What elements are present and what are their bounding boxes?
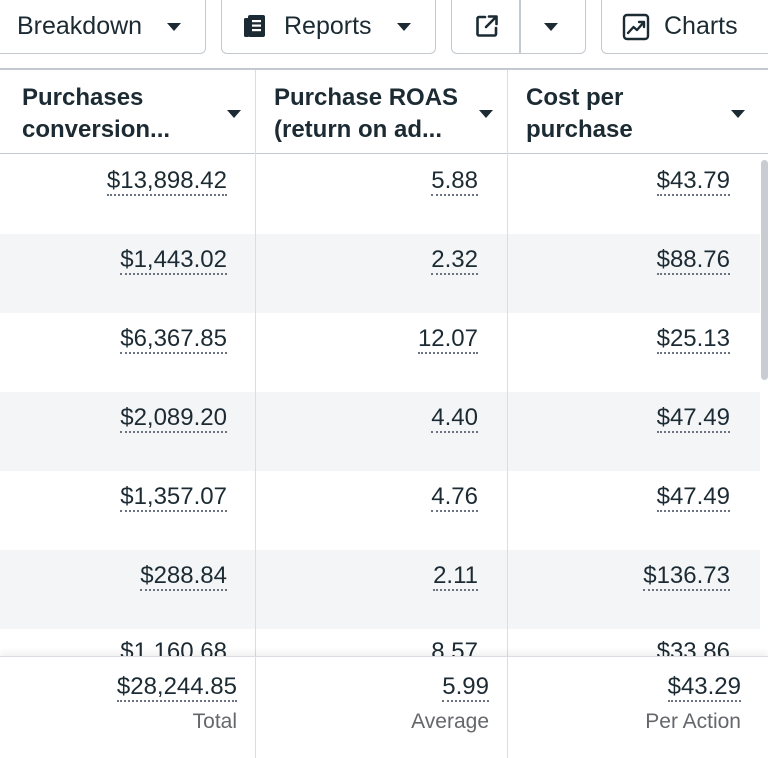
cost-per-purchase-value[interactable]: $88.76 xyxy=(656,246,730,275)
purchases-conversion-value[interactable]: $13,898.42 xyxy=(106,167,227,196)
table-header: Purchases conversion... Purchase ROAS (r… xyxy=(0,70,768,154)
column-header-cost-per-purchase[interactable]: Cost per purchase xyxy=(526,82,751,146)
table-row: $2,089.20 4.40 $47.49 xyxy=(0,392,760,471)
table-row: $1,160.68 8.57 $33.86 xyxy=(0,628,760,656)
purchases-conversion-value[interactable]: $1,160.68 xyxy=(120,638,227,656)
line-chart-icon xyxy=(622,13,650,41)
total-purchases-conversion[interactable]: $28,244.85 xyxy=(116,673,237,702)
header-line: purchase xyxy=(526,116,633,143)
column-divider xyxy=(507,657,508,758)
table-row: $6,367.85 12.07 $25.13 xyxy=(0,313,760,392)
export-button-group xyxy=(451,0,586,54)
reports-button[interactable]: Reports xyxy=(221,0,436,54)
charts-label: Charts xyxy=(664,12,738,40)
caret-down-icon xyxy=(397,23,411,31)
roas-value[interactable]: 8.57 xyxy=(431,638,478,656)
table-row: $13,898.42 5.88 $43.79 xyxy=(0,155,760,234)
caret-down-icon xyxy=(167,23,181,31)
roas-value[interactable]: 12.07 xyxy=(417,325,478,354)
sort-caret-icon[interactable] xyxy=(479,110,493,118)
purchases-conversion-value[interactable]: $1,357.07 xyxy=(120,483,227,512)
purchases-conversion-value[interactable]: $2,089.20 xyxy=(120,404,227,433)
button-divider xyxy=(519,0,521,53)
column-header-purchases-conversion[interactable]: Purchases conversion... xyxy=(22,82,247,146)
table-row: $1,357.07 4.76 $47.49 xyxy=(0,471,760,550)
charts-button[interactable]: Charts xyxy=(601,0,768,54)
column-divider xyxy=(255,70,256,758)
total-label: Total xyxy=(192,710,237,733)
header-top-border xyxy=(0,68,768,70)
header-line: conversion... xyxy=(22,116,171,143)
toolbar: Breakdown Reports Charts xyxy=(0,0,768,66)
caret-down-icon[interactable] xyxy=(544,23,558,31)
table-row: $288.84 2.11 $136.73 xyxy=(0,550,760,629)
header-line: Cost per xyxy=(526,84,624,111)
header-line: Purchases xyxy=(22,84,144,111)
table-row: $1,443.02 2.32 $88.76 xyxy=(0,234,760,313)
roas-value[interactable]: 5.88 xyxy=(431,167,478,196)
purchases-conversion-value[interactable]: $6,367.85 xyxy=(120,325,227,354)
cost-per-purchase-value[interactable]: $43.79 xyxy=(656,167,730,196)
cost-per-purchase-value[interactable]: $33.86 xyxy=(656,638,730,656)
column-divider xyxy=(255,657,256,758)
per-action-label: Per Action xyxy=(645,710,741,733)
sort-caret-icon[interactable] xyxy=(731,110,745,118)
vertical-scrollbar[interactable] xyxy=(761,160,768,380)
header-line: Purchase ROAS xyxy=(274,84,459,111)
cost-per-purchase-value[interactable]: $136.73 xyxy=(643,562,730,591)
cost-per-purchase-value[interactable]: $47.49 xyxy=(656,483,730,512)
cost-per-action[interactable]: $43.29 xyxy=(667,673,741,702)
reports-book-icon xyxy=(244,15,265,37)
table-summary-row: $28,244.85 Total 5.99 Average $43.29 Per… xyxy=(0,656,768,758)
average-roas[interactable]: 5.99 xyxy=(442,673,489,702)
column-header-purchase-roas[interactable]: Purchase ROAS (return on ad... xyxy=(274,82,499,146)
external-link-icon[interactable] xyxy=(474,13,500,39)
average-label: Average xyxy=(411,710,489,733)
reports-label: Reports xyxy=(284,12,372,40)
cost-per-purchase-value[interactable]: $47.49 xyxy=(656,404,730,433)
roas-value[interactable]: 4.76 xyxy=(431,483,478,512)
cost-per-purchase-value[interactable]: $25.13 xyxy=(656,325,730,354)
header-line: (return on ad... xyxy=(274,116,442,143)
breakdown-button[interactable]: Breakdown xyxy=(0,0,206,54)
purchases-conversion-value[interactable]: $288.84 xyxy=(140,562,227,591)
purchases-conversion-value[interactable]: $1,443.02 xyxy=(120,246,227,275)
column-divider xyxy=(507,70,508,758)
breakdown-label: Breakdown xyxy=(17,12,143,40)
roas-value[interactable]: 4.40 xyxy=(431,404,478,433)
roas-value[interactable]: 2.32 xyxy=(431,246,478,275)
sort-caret-icon[interactable] xyxy=(227,110,241,118)
roas-value[interactable]: 2.11 xyxy=(433,562,478,591)
